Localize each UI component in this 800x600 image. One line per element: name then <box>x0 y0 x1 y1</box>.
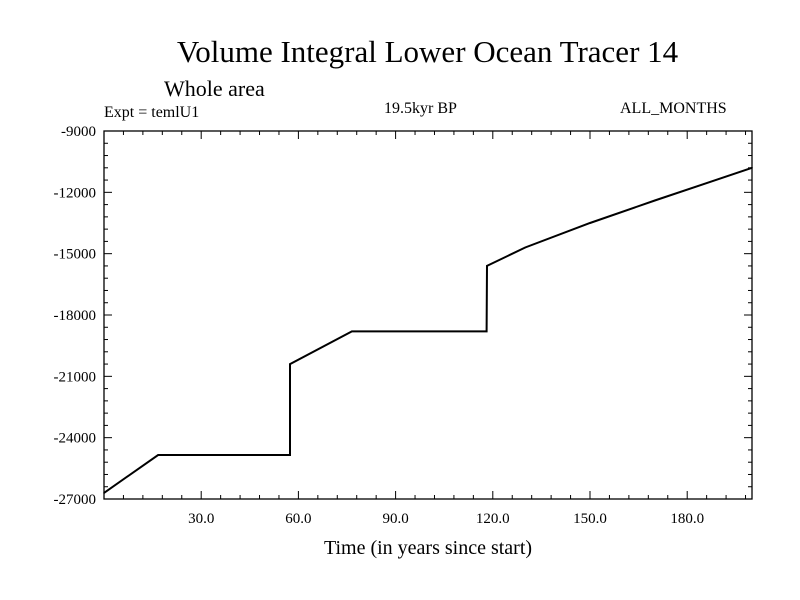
data-point <box>702 183 705 185</box>
data-point <box>654 199 656 202</box>
months-label: ALL_MONTHS <box>620 100 727 117</box>
data-point <box>589 222 591 224</box>
x-tick-label: 90.0 <box>382 511 408 527</box>
data-point <box>289 454 291 456</box>
x-tick-label: 150.0 <box>573 511 607 527</box>
plot-frame <box>103 130 753 500</box>
data-point <box>351 330 353 333</box>
data-point <box>485 330 488 333</box>
experiment-label: Expt = temlU1 <box>104 104 200 121</box>
series-line <box>103 166 753 494</box>
x-tick-label: 30.0 <box>188 511 214 527</box>
x-axis-ticks: 30.0 60.0 90.0 120.0 150.0 180.0 <box>122 131 747 527</box>
data-point <box>157 454 159 456</box>
y-tick-label: -24000 <box>54 431 97 447</box>
x-axis-label: Time (in years since start) <box>324 537 532 559</box>
x-tick-label: 180.0 <box>670 511 704 527</box>
y-axis-ticks: -27000 -24000 -21000 -18000 -15000 -12000 -900… <box>54 124 752 508</box>
y-tick-label: -12000 <box>54 185 97 201</box>
y-tick-label: -9000 <box>61 124 96 140</box>
y-tick-label: -15000 <box>54 247 97 263</box>
chart-title: Volume Integral Lower Ocean Tracer 14 <box>176 34 679 69</box>
data-point <box>289 363 291 365</box>
data-point <box>486 265 488 267</box>
series-lines <box>103 166 753 494</box>
chart-subtitle: Whole area <box>164 76 265 101</box>
period-label: 19.5kyr BP <box>384 100 457 117</box>
data-point <box>524 246 526 249</box>
x-tick-label: 120.0 <box>476 511 510 527</box>
y-tick-label: -21000 <box>54 369 97 385</box>
y-tick-label: -27000 <box>54 492 97 508</box>
x-tick-label: 60.0 <box>285 511 311 527</box>
y-tick-label: -18000 <box>54 308 97 324</box>
